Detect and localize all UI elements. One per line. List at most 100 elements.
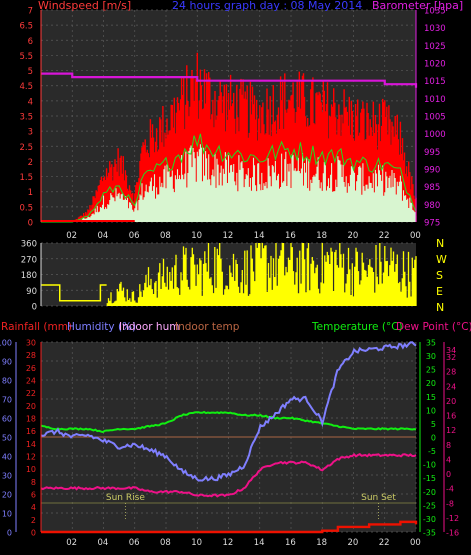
wind-x-tick-label: 02 xyxy=(66,231,77,241)
compass-label: N xyxy=(436,301,444,314)
dewpoint-tick-label: 12 xyxy=(446,426,456,435)
legend-temperature: Temperature (°C) xyxy=(311,321,403,333)
compass-label: W xyxy=(436,253,447,266)
temp-x-tick-label: 10 xyxy=(191,538,202,548)
wind-tick-label: 3 xyxy=(28,128,33,138)
humidity-tick-label: 90 xyxy=(2,358,12,367)
temp-x-tick-label: 06 xyxy=(129,538,140,548)
humidity-tick-label: 10 xyxy=(2,510,12,519)
wind-x-tick-label: 06 xyxy=(129,231,140,241)
wind-x-tick-label: 16 xyxy=(285,231,296,241)
legend-humidity: Humidity (%) xyxy=(67,321,136,333)
temperature-line xyxy=(40,410,417,434)
humidity-tick-label: 100 xyxy=(0,339,12,348)
dewpoint-tick-label: 28 xyxy=(446,368,456,377)
wind-x-tick-label: 04 xyxy=(98,231,109,241)
direction-tick-label: 90 xyxy=(26,287,37,297)
wind-tick-label: 4 xyxy=(28,97,33,107)
rain-tick-label: 10 xyxy=(26,465,36,474)
barometer-tick-label: 1025 xyxy=(424,42,446,52)
barometer-tick-label: 985 xyxy=(424,183,440,193)
dewpoint-tick-label: -8 xyxy=(446,499,454,508)
humidity-tick-label: 50 xyxy=(2,434,12,443)
dewpoint-tick-label: -16 xyxy=(446,529,459,538)
wind-tick-label: 6.5 xyxy=(19,22,33,32)
rain-tick-label: 24 xyxy=(26,377,36,386)
wind-tick-label: 1 xyxy=(28,188,33,198)
wind-barometer-panel: 0 0.5 1 1.5 2 2.5 3 3.5 4 4.5 5 5.5 6 6.5 7 975 980 985 99… xyxy=(19,0,463,241)
sunset-label: Sun Set xyxy=(361,493,396,503)
temp-tick-label: 15 xyxy=(426,393,436,402)
rain-tick-label: 6 xyxy=(31,491,36,500)
humidity-tick-label: 20 xyxy=(2,491,12,500)
temp-tick-label: 10 xyxy=(426,406,436,415)
temp-x-tick-label: 18 xyxy=(316,538,327,548)
temp-tick-label: 35 xyxy=(426,339,436,348)
wind-x-tick-label: 20 xyxy=(348,231,359,241)
humidity-tick-label: 70 xyxy=(2,396,12,405)
rain-tick-label: 2 xyxy=(31,516,36,525)
wind-tick-label: 5 xyxy=(28,67,33,77)
temp-x-tick-label: 22 xyxy=(379,538,390,548)
temp-x-tick-label: 16 xyxy=(285,538,296,548)
direction-tick-label: 270 xyxy=(21,255,37,265)
direction-step-line xyxy=(41,284,107,302)
humidity-line xyxy=(40,341,417,482)
humidity-tick-label: 80 xyxy=(2,377,12,386)
wind-average-line xyxy=(41,133,417,223)
legend-rainfall: Rainfall (mm) xyxy=(1,321,72,333)
rain-tick-label: 26 xyxy=(26,364,36,373)
temp-x-tick-label: 12 xyxy=(223,538,234,548)
humidity-tick-label: 60 xyxy=(2,415,12,424)
humidity-tick-label: 40 xyxy=(2,453,12,462)
temp-tick-label: -10 xyxy=(423,461,436,470)
dewpoint-tick-label: 20 xyxy=(446,397,456,406)
dewpoint-tick-label: 8 xyxy=(446,441,451,450)
wind-x-tick-label: 12 xyxy=(223,231,234,241)
wind-tick-label: 0 xyxy=(28,219,33,229)
direction-tick-label: 180 xyxy=(21,271,37,281)
dewpoint-tick-label: 4 xyxy=(446,455,451,464)
temp-tick-label: 0 xyxy=(431,434,436,443)
rain-tick-label: 4 xyxy=(31,503,36,512)
temp-tick-label: -5 xyxy=(428,447,436,456)
wind-tick-label: 6 xyxy=(28,37,33,47)
wind-x-tick-label: 08 xyxy=(160,231,171,241)
barometer-tick-label: 1000 xyxy=(424,130,446,140)
barometer-tick-label: 980 xyxy=(424,201,440,211)
wind-x-tick-label: 00 xyxy=(410,231,421,241)
legend-dewpoint: Dew Point (°C) xyxy=(396,321,471,333)
direction-bars xyxy=(106,243,417,306)
temp-tick-label: 30 xyxy=(426,352,436,361)
barometer-tick-label: 990 xyxy=(424,166,440,176)
wind-x-tick-label: 10 xyxy=(191,231,202,241)
rain-tick-label: 22 xyxy=(26,389,36,398)
dewpoint-line xyxy=(40,452,417,498)
rain-tick-label: 0 xyxy=(31,529,36,538)
dewpoint-tick-label: -12 xyxy=(446,514,459,523)
temp-x-tick-label: 02 xyxy=(66,538,77,548)
humidity-tick-label: 0 xyxy=(7,529,12,538)
barometer-tick-label: 1030 xyxy=(424,24,446,34)
wind-axis-title: Windspeed [m/s] xyxy=(38,0,131,12)
temp-x-tick-label: 08 xyxy=(160,538,171,548)
wind-tick-label: 0.5 xyxy=(19,203,33,213)
temp-tick-label: -20 xyxy=(423,488,436,497)
barometer-tick-label: 995 xyxy=(424,148,440,158)
barometer-axis-title: Barometer [hpa] xyxy=(372,0,463,12)
legend-indoor-temp: Indoor temp xyxy=(175,321,240,333)
temp-x-tick-label: 04 xyxy=(98,538,109,548)
barometer-line xyxy=(41,72,418,88)
dewpoint-tick-label: 0 xyxy=(446,470,451,479)
rain-tick-label: 18 xyxy=(26,415,36,424)
wind-x-tick-label: 18 xyxy=(316,231,327,241)
rainfall-line xyxy=(41,520,418,534)
temp-tick-label: -15 xyxy=(423,474,436,483)
barometer-tick-label: 975 xyxy=(424,219,440,229)
temp-tick-label: -35 xyxy=(423,529,436,538)
wind-tick-label: 2.5 xyxy=(19,143,33,153)
compass-label: N xyxy=(436,237,444,250)
